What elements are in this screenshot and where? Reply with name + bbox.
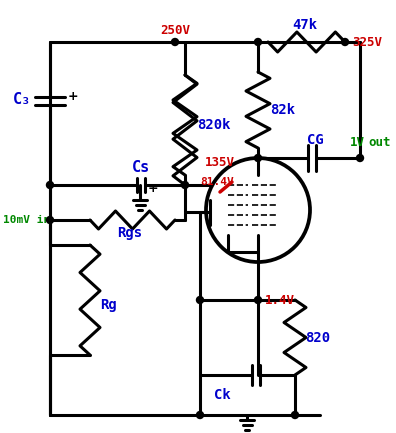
- Text: 820k: 820k: [197, 118, 230, 132]
- Text: 250V: 250V: [160, 23, 190, 36]
- Circle shape: [196, 297, 204, 304]
- Text: 10mV in: 10mV in: [3, 215, 50, 225]
- Text: Cs: Cs: [132, 161, 150, 175]
- Circle shape: [46, 216, 53, 223]
- Text: +: +: [148, 181, 159, 194]
- Circle shape: [291, 411, 299, 419]
- Text: 1V: 1V: [350, 136, 365, 149]
- Circle shape: [255, 155, 261, 162]
- Circle shape: [255, 39, 261, 45]
- Text: out: out: [368, 136, 390, 149]
- Text: 81.4V: 81.4V: [200, 177, 234, 187]
- Circle shape: [171, 39, 179, 45]
- Text: Rgs: Rgs: [118, 226, 143, 240]
- Text: 135V: 135V: [205, 155, 235, 168]
- Text: 820: 820: [305, 331, 330, 345]
- Text: C₃: C₃: [13, 93, 31, 107]
- Circle shape: [46, 181, 53, 188]
- Text: Rg: Rg: [100, 298, 117, 312]
- Text: 1.4V: 1.4V: [265, 294, 295, 307]
- Text: Ck: Ck: [213, 388, 230, 402]
- Text: +: +: [68, 90, 79, 103]
- Circle shape: [181, 181, 188, 188]
- Text: 47k: 47k: [292, 18, 318, 32]
- Circle shape: [196, 411, 204, 419]
- Text: CG: CG: [307, 133, 324, 147]
- Circle shape: [341, 39, 348, 45]
- Text: 82k: 82k: [270, 103, 295, 117]
- Circle shape: [356, 155, 364, 162]
- Circle shape: [255, 297, 261, 304]
- Text: 325V: 325V: [352, 36, 382, 48]
